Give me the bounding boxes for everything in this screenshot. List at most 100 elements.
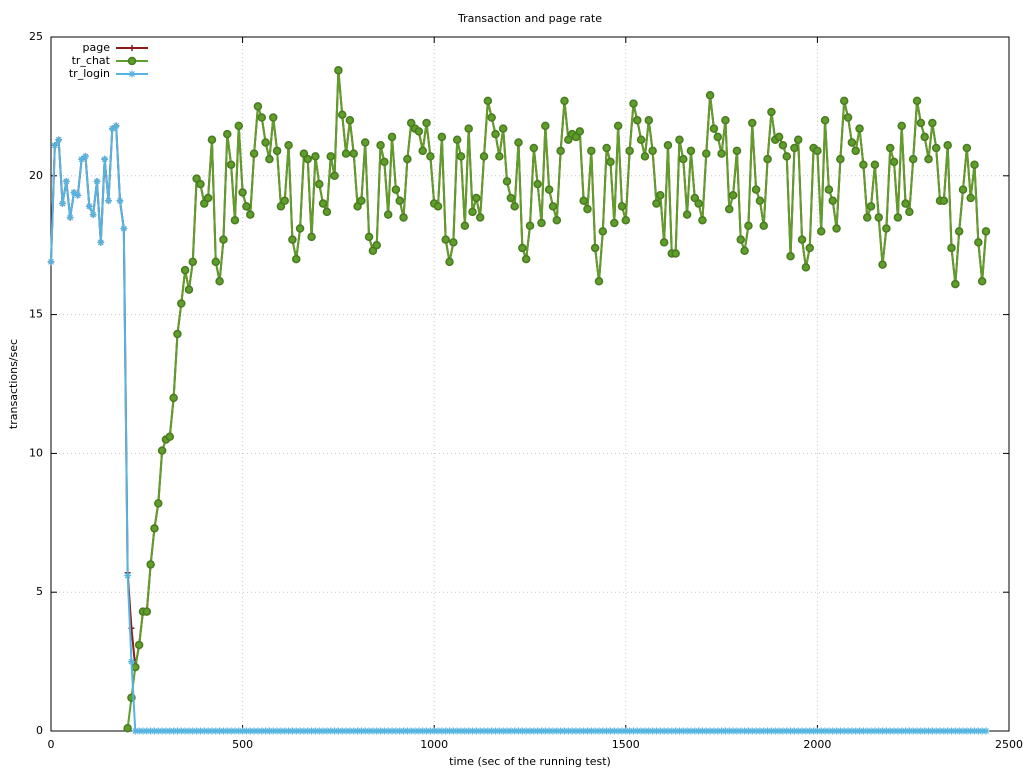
data-point (905, 207, 914, 217)
data-point (403, 727, 411, 735)
data-point (797, 235, 807, 244)
data-point (314, 179, 324, 189)
data-point (958, 185, 968, 194)
data-point (966, 193, 975, 203)
data-point (327, 727, 335, 735)
data-point (116, 197, 124, 205)
data-point (196, 727, 204, 735)
data-point (637, 727, 645, 735)
data-point (576, 727, 584, 735)
data-point (649, 727, 657, 735)
data-point (629, 99, 638, 108)
data-point (288, 727, 296, 735)
data-point (304, 727, 312, 735)
data-point (912, 96, 922, 106)
data-point (902, 727, 910, 735)
data-point (606, 157, 615, 167)
data-point (357, 196, 366, 206)
data-point (617, 202, 627, 211)
data-point (756, 727, 764, 735)
data-point (261, 138, 270, 147)
data-point (840, 727, 848, 735)
data-point (537, 218, 546, 228)
data-point (714, 727, 722, 735)
data-point (360, 138, 370, 147)
data-point (388, 727, 396, 735)
data-point (207, 135, 217, 144)
data-point (709, 124, 719, 133)
data-point (636, 135, 646, 144)
data-point (867, 727, 875, 735)
data-point (446, 727, 454, 735)
data-point (621, 215, 631, 225)
data-point (534, 727, 542, 735)
data-point (185, 727, 193, 735)
data-point (426, 727, 434, 735)
data-point (227, 727, 235, 735)
data-point (212, 727, 220, 735)
data-point (967, 727, 975, 735)
data-point (55, 136, 63, 144)
data-point (62, 177, 70, 185)
data-point (414, 127, 424, 136)
data-point (518, 727, 526, 735)
data-point (258, 727, 266, 735)
data-point (480, 727, 488, 735)
data-point (790, 727, 798, 735)
data-point (434, 727, 442, 735)
data-point (384, 727, 392, 735)
data-point (326, 152, 335, 161)
data-point (921, 727, 929, 735)
data-point (656, 727, 664, 735)
data-point (672, 727, 680, 735)
data-point (495, 152, 504, 161)
data-point (112, 122, 120, 130)
data-point (331, 727, 339, 735)
data-point (959, 727, 967, 735)
data-point (564, 135, 573, 144)
data-point (833, 727, 841, 735)
data-point (698, 727, 706, 735)
y-tick-label: 20 (29, 169, 43, 182)
data-point (453, 727, 461, 735)
data-point (640, 152, 650, 161)
data-point (683, 727, 691, 735)
data-point (383, 210, 393, 219)
data-point (908, 154, 918, 164)
data-point (917, 727, 925, 735)
data-point (679, 727, 687, 735)
data-point (843, 113, 853, 122)
data-point (710, 727, 718, 735)
data-point (311, 727, 319, 735)
data-point (468, 207, 477, 217)
data-point (345, 116, 355, 125)
data-point (829, 727, 837, 735)
data-point (813, 146, 822, 156)
data-point (150, 524, 159, 533)
data-point (767, 107, 776, 117)
data-point (974, 727, 982, 735)
data-point (729, 727, 737, 735)
data-point (215, 277, 224, 286)
data-point (518, 243, 527, 253)
data-point (193, 727, 201, 735)
data-point (690, 193, 700, 203)
data-point (338, 727, 346, 735)
data-point (131, 727, 139, 735)
data-point (177, 727, 185, 735)
data-point (613, 121, 623, 131)
data-point (353, 202, 362, 211)
data-point (905, 727, 913, 735)
data-point (318, 199, 328, 208)
data-point (552, 215, 562, 225)
data-point (120, 225, 128, 233)
data-point (346, 727, 354, 735)
data-point (108, 125, 116, 133)
data-point (752, 727, 760, 735)
data-point (875, 727, 883, 735)
data-point (296, 727, 304, 735)
data-point (859, 727, 867, 735)
data-point (732, 146, 742, 156)
data-point (423, 727, 431, 735)
data-point (590, 243, 600, 253)
